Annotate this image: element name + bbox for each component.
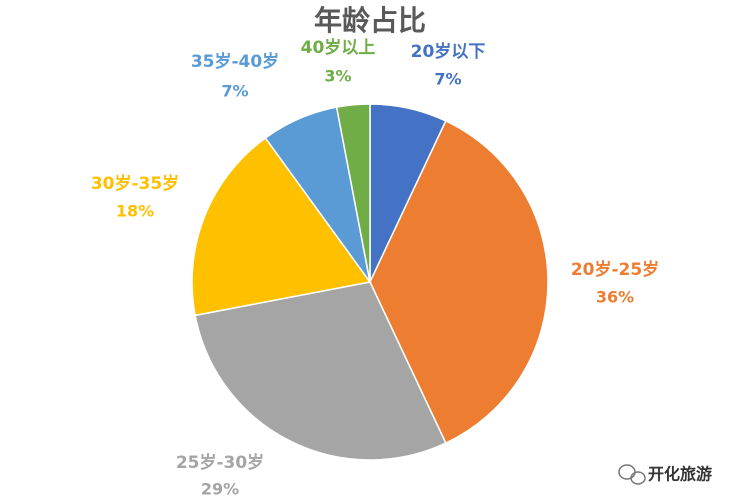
slice-category-label: 20岁以下 [411, 41, 486, 62]
slice-value-label: 29% [201, 480, 239, 499]
slice-category-label: 30岁-35岁 [91, 173, 179, 194]
slice-value-label: 36% [596, 288, 634, 307]
chart-title: 年龄占比 [314, 4, 426, 37]
slice-category-label: 20岁-25岁 [571, 259, 659, 280]
slice-value-label: 7% [434, 70, 461, 89]
slice-value-label: 18% [116, 202, 154, 221]
watermark: 开化旅游 [648, 465, 712, 484]
slice-category-label: 25岁-30岁 [176, 452, 264, 473]
pie-slice [191, 136, 372, 317]
watermark-icon [618, 464, 646, 485]
pie-slice [335, 103, 371, 283]
pie-slice [369, 119, 549, 445]
slice-category-label: 40岁以上 [301, 37, 376, 58]
slice-value-label: 7% [221, 82, 248, 101]
pie-slice [194, 281, 447, 461]
slice-category-label: 35岁-40岁 [191, 51, 279, 72]
slice-value-label: 3% [324, 67, 351, 86]
